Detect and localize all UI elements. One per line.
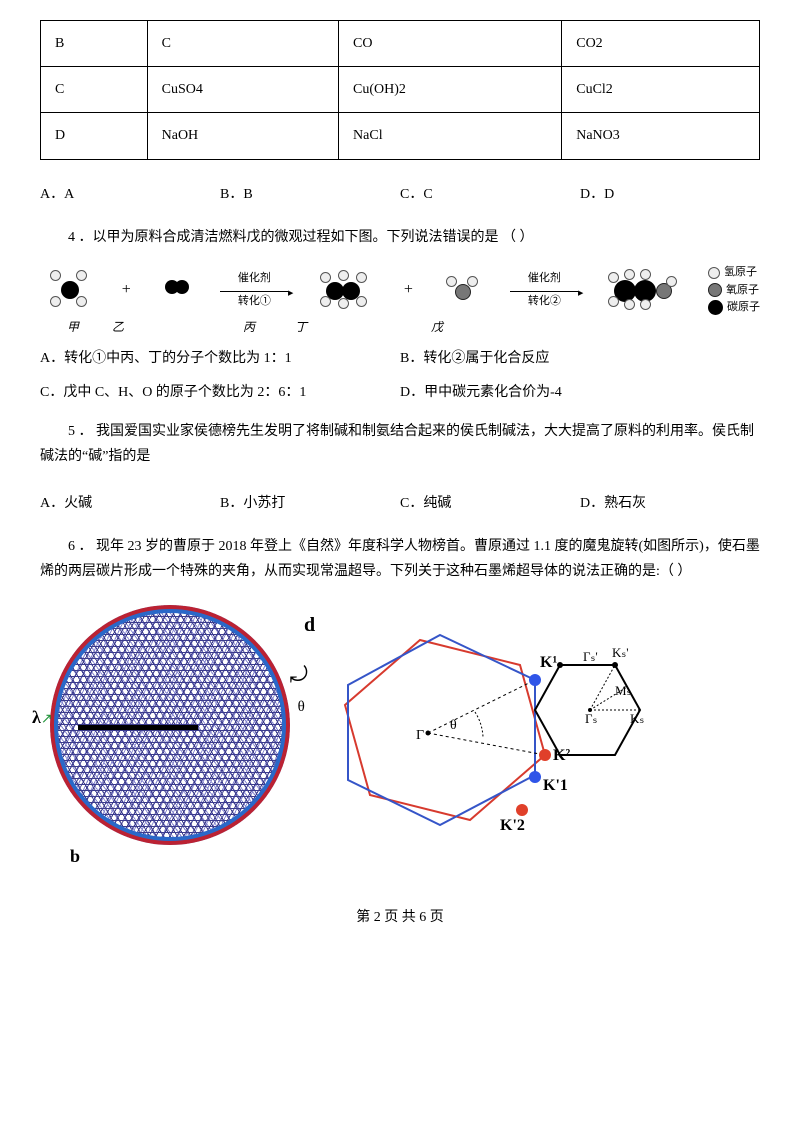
cell: NaOH [147, 113, 338, 159]
cell: CO [339, 21, 562, 67]
choice-d: D．D [580, 182, 760, 207]
cell: CO2 [562, 21, 760, 67]
arrow1-bot: 转化① [238, 295, 271, 307]
cell: CuSO4 [147, 67, 338, 113]
arrow-2: 催化剂 转化② [510, 269, 578, 312]
svg-text:K²: K² [553, 747, 570, 764]
svg-text:K'1: K'1 [543, 777, 568, 794]
svg-text:Γₛ': Γₛ' [583, 649, 598, 664]
mol-yi [165, 278, 189, 303]
arrow1-top: 催化剂 [238, 272, 271, 284]
mol-wu [610, 272, 676, 308]
cell: NaCl [339, 113, 562, 159]
cell: C [147, 21, 338, 67]
q5-stem: 5 ． 我国爱国实业家侯德榜先生发明了将制碱和制氨结合起来的侯氏制碱法，大大提高… [40, 419, 760, 469]
arrow-1: 催化剂 转化① [220, 269, 288, 312]
cell: D [41, 113, 148, 159]
choice-b: B．小苏打 [220, 491, 400, 516]
choice-c: C．C [400, 182, 580, 207]
bz-diagram: d K¹ K² K'1 [300, 605, 650, 865]
theta-bz-label: θ [450, 713, 457, 738]
moire-pattern: λ θ b [40, 605, 300, 865]
arrow2-bot: 转化② [528, 295, 561, 307]
choice-d: D．熟石灰 [580, 491, 760, 516]
lbl-ding: 丁 [276, 317, 326, 339]
q4-opt-b: B．转化②属于化合反应 [400, 346, 760, 371]
q4-opt-d: D．甲中碳元素化合价为-4 [400, 380, 760, 405]
table-row: C CuSO4 Cu(OH)2 CuCl2 [41, 67, 760, 113]
svg-text:K¹: K¹ [540, 654, 557, 671]
panel-b-label: b [70, 840, 80, 872]
choice-b: B．B [220, 182, 400, 207]
q4-opt-a: A．转化①中丙、丁的分子个数比为 1：1 [40, 346, 400, 371]
choice-a: A．火碱 [40, 491, 220, 516]
q3-choices: A．A B．B C．C D．D [40, 182, 760, 207]
q4-row2: C．戊中 C、H、O 的原子个数比为 2：6：1 D．甲中碳元素化合价为-4 [40, 380, 760, 405]
panel-d-label: d [304, 607, 315, 643]
chem-table: B C CO CO2 C CuSO4 Cu(OH)2 CuCl2 D NaOH … [40, 20, 760, 160]
choice-a: A．A [40, 182, 220, 207]
table-row: D NaOH NaCl NaNO3 [41, 113, 760, 159]
mol-ding [447, 276, 479, 304]
svg-text:Mₛ: Mₛ [615, 683, 632, 698]
cell: CuCl2 [562, 67, 760, 113]
atom-legend: 氢原子 氧原子 碳原子 [708, 264, 760, 317]
q6-stem: 6 ． 现年 23 岁的曹原于 2018 年登上《自然》年度科学人物榜首。曹原通… [40, 534, 760, 584]
q5-choices: A．火碱 B．小苏打 C．纯碱 D．熟石灰 [40, 491, 760, 516]
lbl-wu: 戊 [404, 317, 470, 339]
gamma-label: Γ [416, 723, 424, 748]
q4-diagram: + 催化剂 转化① + 催化剂 转化② [52, 264, 760, 317]
svg-text:Kₛ': Kₛ' [612, 645, 629, 660]
svg-text:Γₛ: Γₛ [585, 711, 598, 726]
q4-opt-c: C．戊中 C、H、O 的原子个数比为 2：6：1 [40, 380, 400, 405]
table-row: B C CO CO2 [41, 21, 760, 67]
svg-text:Kₛ: Kₛ [630, 711, 644, 726]
choice-c: C．纯碱 [400, 491, 580, 516]
lambda-label: λ [32, 701, 53, 733]
mol-jia [52, 272, 88, 308]
lbl-yi: 乙 [92, 317, 144, 339]
q4-row1: A．转化①中丙、丁的分子个数比为 1：1 B．转化②属于化合反应 [40, 346, 760, 371]
lbl-jia: 甲 [54, 317, 92, 339]
cell: B [41, 21, 148, 67]
mol-bing [320, 272, 370, 308]
svg-text:K'2: K'2 [500, 817, 525, 834]
lbl-bing: 丙 [222, 317, 276, 339]
q6-figure: λ θ b d K¹ [40, 605, 760, 865]
cell: Cu(OH)2 [339, 67, 562, 113]
arrow2-top: 催化剂 [528, 272, 561, 284]
cell: C [41, 67, 148, 113]
cell: NaNO3 [562, 113, 760, 159]
q4-stem: 4 ．以甲为原料合成清洁燃料戊的微观过程如下图。下列说法错误的是 （ ） [40, 225, 760, 250]
page-footer: 第 2 页 共 6 页 [40, 905, 760, 930]
